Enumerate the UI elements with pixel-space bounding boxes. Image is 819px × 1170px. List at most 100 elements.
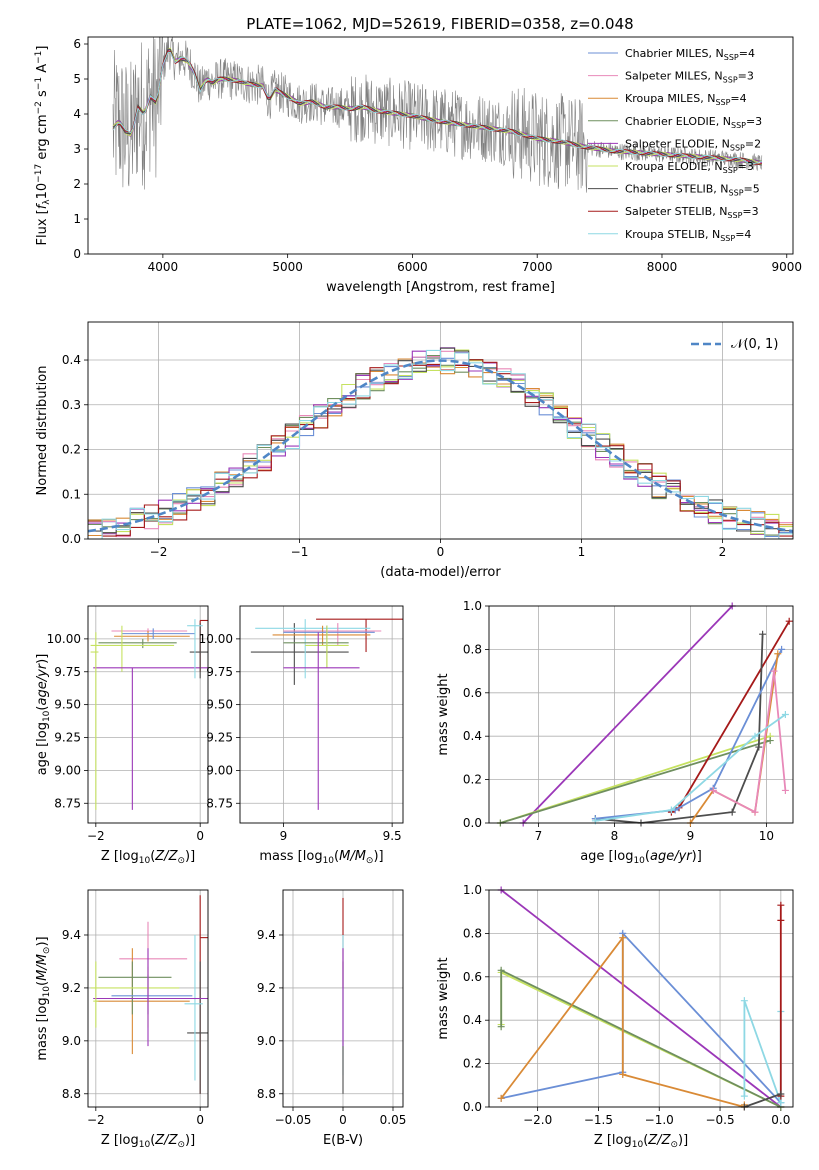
label-fragment: 10 [139,1140,151,1150]
label-fragment: Kroupa ELODIE, N [625,160,723,173]
label-fragment: Kroupa MILES, N [625,92,715,105]
label-fragment: ( [334,849,339,864]
mass-vs-Z-xlabel: Z [log10(Z/Z⊙)] [101,1133,195,1150]
weight-series-line [595,713,786,822]
label-fragment: erg cm [35,114,50,163]
label-fragment: ( [643,1133,648,1148]
weight-vs-Z-xtick-label: −1.0 [645,1113,674,1127]
label-fragment: Kroupa STELIB, N [625,228,720,241]
weight-series-line [522,606,733,823]
label-fragment: ⊙ [177,1140,185,1150]
mass-vs-Z-xtick-label: 0 [196,1113,204,1127]
label-fragment: SSP [723,76,738,85]
weight-vs-Z-xtick-label: −0.5 [705,1113,734,1127]
label-fragment: Z [log [101,849,139,864]
spectrum-frame [87,36,794,255]
residuals-xlabel: (data-model)/error [380,565,501,580]
legend-label: Chabrier ELODIE, NSSP=3 [625,115,762,130]
age-vs-Z-ytick-label: 9.00 [54,763,81,777]
age-vs-Z-ytick-label: 9.25 [54,731,81,745]
label-fragment: ( [645,849,650,864]
label-fragment: )] [373,849,383,864]
spectrum-ytick-label: 2 [73,177,81,191]
spectrum-model-line [112,51,762,165]
legend-label: Chabrier MILES, NSSP=4 [625,47,755,62]
weight-point-marker [497,1023,505,1031]
spectrum-xlabel: wavelength [Angstrom, rest frame] [326,280,555,295]
label-fragment: −1 [34,51,44,64]
weight-vs-age-plot-area [489,606,793,823]
label-fragment: ( [150,849,155,864]
residuals-ytick-label: 0.0 [62,532,81,546]
weight-point-marker [740,997,748,1005]
spectrum-ytick-label: 6 [73,37,81,51]
residuals-xtick-label: −2 [150,545,168,559]
weight-vs-age-xtick-label: 10 [759,829,774,843]
weight-point-marker [781,786,789,794]
age-vs-Z-ylabel: age [log10(age/yr)] [35,654,52,776]
label-fragment: Z/Z [154,849,178,864]
label-fragment: f [35,202,50,209]
weight-vs-Z-xtick-label: −1.5 [584,1113,613,1127]
label-fragment: −17 [34,164,44,183]
weight-vs-age-frame [488,605,794,824]
label-fragment: age/yr [650,849,693,864]
label-fragment: Z/Z [154,1133,178,1148]
label-fragment: M/M [35,954,50,981]
age-vs-mass-ytick-label: 9.50 [206,698,233,712]
age-vs-mass-ytick-label: 9.00 [206,763,233,777]
label-fragment: 10 [323,856,335,866]
age-vs-Z-ytick-label: 9.75 [54,665,81,679]
label-fragment: ⊙ [366,856,374,866]
age-vs-mass-xtick-label: 9.5 [383,829,402,843]
label-fragment: age/yr [35,662,50,705]
label-fragment: 10 [35,183,50,200]
label-fragment: =4 [730,92,746,105]
weight-vs-Z-axes: −2.0 −1.5 −1.0 −0.5 0.0 0.0 0.2 0.4 0.6 0.8 1.0 [463,883,793,1127]
residuals-ytick-label: 0.1 [62,487,81,501]
weight-vs-Z-ytick-label: 0.2 [463,1057,482,1071]
mass-vs-Z-axes: −2 0 8.8 9.0 9.2 9.4 [62,890,208,1127]
weight-point-marker [497,1094,505,1102]
mass-vs-Z-ytick-label: 9.0 [62,1034,81,1048]
weight-point-marker [755,743,763,751]
weight-vs-Z-frame [488,889,794,1108]
weight-vs-age-ytick-label: 0.0 [463,816,482,830]
mass-vs-Z-ytick-label: 9.4 [62,928,81,942]
spectrum-data-line [112,37,763,193]
label-fragment: SSP [720,234,735,243]
label-fragment: SSP [729,189,744,198]
age-vs-Z-frame [87,605,209,824]
label-fragment: ⊙ [177,856,185,866]
age-vs-Z-ytick-label: 9.50 [54,698,81,712]
label-fragment: ⊙ [670,1140,678,1150]
age-vs-mass-ytick-label: 9.75 [206,665,233,679]
label-fragment: )] [185,849,195,864]
weight-point-marker [785,617,793,625]
label-fragment: Z [log [594,1133,632,1148]
weight-vs-Z-ytick-label: 0.8 [463,926,482,940]
label-fragment: SSP [723,166,738,175]
label-fragment: −1 [34,77,44,90]
label-fragment: −2 [34,101,44,114]
weight-vs-Z-xlabel: Z [log10(Z/Z⊙)] [594,1133,688,1150]
spectrum-ytick-label: 0 [73,247,81,261]
label-fragment: Chabrier ELODIE, N [625,115,731,128]
weight-point-marker [619,1070,627,1078]
weight-vs-age-ytick-label: 1.0 [463,599,482,613]
label-fragment: ( [35,981,50,986]
legend-label: Kroupa MILES, NSSP=4 [625,92,747,107]
mass-vs-ebv-ytick-label: 9.4 [257,928,276,942]
residuals-ytick-label: 0.2 [62,443,81,457]
label-fragment: 10 [42,986,52,998]
weight-vs-Z-xtick-label: −2.0 [523,1113,552,1127]
spectrum-ylabel: Flux [fλ10−17 erg cm−2 s−1 A−1] [34,46,52,246]
age-vs-Z-xtick-label: −2 [87,829,105,843]
weight-point-marker [667,806,675,814]
mass-vs-ebv-ytick-label: 8.8 [257,1087,276,1101]
label-fragment: mass [log [259,849,322,864]
mass-vs-ebv-ytick-label: 9.2 [257,981,276,995]
label-fragment: =4 [739,47,755,60]
label-fragment: Salpeter ELODIE, N [625,137,730,150]
mass-vs-ebv-xtick-label: −0.05 [275,1113,312,1127]
